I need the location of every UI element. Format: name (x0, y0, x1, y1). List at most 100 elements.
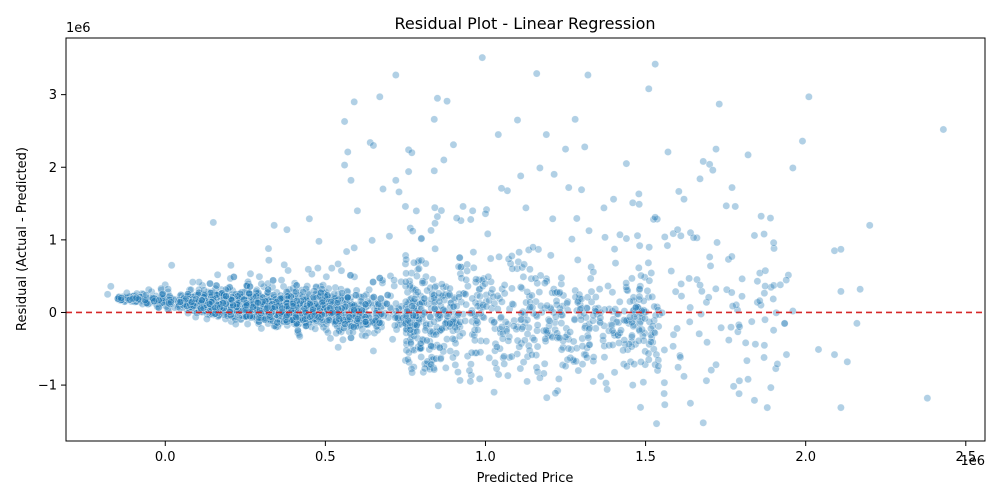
scatter-point (493, 305, 502, 313)
scatter-point (589, 353, 598, 361)
scatter-point (798, 137, 807, 145)
scatter-point (674, 187, 683, 196)
scatter-point (563, 355, 572, 364)
scatter-point (458, 329, 467, 338)
scatter-point (517, 315, 526, 324)
scatter-point (550, 170, 558, 179)
scatter-point (508, 300, 517, 308)
scatter-point (526, 265, 534, 274)
scatter-point (727, 323, 735, 332)
scatter-point (277, 276, 286, 284)
scatter-point (564, 344, 573, 353)
scatter-point (654, 362, 663, 371)
scatter-point (557, 345, 566, 354)
scatter-point (347, 176, 355, 185)
scatter-point (635, 285, 644, 293)
scatter-point (476, 292, 484, 301)
scatter-point (556, 288, 564, 297)
scatter-point (446, 284, 454, 293)
scatter-point (494, 130, 503, 139)
scatter-point (508, 264, 517, 273)
scatter-point (278, 304, 286, 313)
scatter-point (686, 303, 695, 312)
scatter-point (577, 315, 585, 324)
scatter-point (406, 325, 415, 334)
scatter-point (468, 206, 477, 215)
scatter-point (213, 270, 222, 279)
scatter-point (727, 252, 736, 261)
scatter-point (744, 375, 752, 384)
scatter-point (622, 279, 631, 287)
scatter-point (317, 288, 325, 297)
scatter-point (436, 355, 445, 363)
scatter-point (500, 360, 509, 368)
scatter-point (428, 275, 437, 284)
scatter-point (601, 233, 609, 242)
scatter-point (741, 339, 750, 347)
scatter-point (150, 297, 159, 306)
scatter-point (490, 318, 499, 326)
scatter-point (728, 183, 736, 192)
scatter-point (288, 299, 297, 308)
scatter-point (610, 368, 619, 377)
scatter-point (291, 313, 300, 321)
scatter-point (481, 209, 490, 218)
scatter-point (652, 419, 661, 428)
x-tick-label: 2.0 (795, 450, 816, 465)
scatter-point (667, 267, 676, 275)
scatter-point (830, 246, 839, 255)
scatter-point (402, 346, 411, 355)
scatter-point (433, 94, 442, 103)
scatter-point (391, 321, 399, 330)
scatter-point (577, 185, 586, 194)
scatter-point (830, 350, 839, 359)
scatter-point (699, 157, 708, 166)
scatter-point (498, 334, 507, 343)
scatter-point (392, 299, 400, 308)
scatter-point (523, 288, 532, 296)
scatter-point (856, 285, 864, 294)
scatter-point (738, 292, 746, 301)
scatter-point (420, 294, 429, 303)
scatter-point (561, 145, 570, 153)
scatter-point (635, 241, 644, 250)
scatter-point (555, 334, 564, 342)
scatter-point (369, 141, 378, 150)
scatter-point (628, 331, 636, 340)
scatter-point (633, 231, 642, 240)
chart-title: Residual Plot - Linear Regression (394, 14, 655, 33)
scatter-point (604, 282, 612, 290)
scatter-point (671, 287, 680, 296)
scatter-point (651, 213, 660, 222)
scatter-point (401, 278, 410, 286)
scatter-point (712, 145, 720, 153)
scatter-point (663, 241, 672, 250)
scatter-point (761, 315, 769, 324)
scatter-point (212, 290, 221, 299)
scatter-point (489, 292, 498, 301)
scatter-point (522, 204, 530, 212)
scatter-point (176, 298, 184, 307)
scatter-point (391, 176, 400, 185)
scatter-point (273, 318, 282, 327)
scatter-point (853, 319, 861, 328)
scatter-point (584, 71, 592, 79)
scatter-point (437, 280, 446, 289)
scatter-point (628, 274, 636, 283)
scatter-point (430, 203, 439, 212)
scatter-point (265, 313, 274, 321)
scatter-point (361, 318, 370, 326)
scatter-point (154, 303, 163, 312)
scatter-point (304, 265, 313, 274)
scatter-point (685, 274, 693, 283)
scatter-point (430, 115, 439, 124)
scatter-point (427, 360, 436, 369)
scatter-point (755, 296, 764, 305)
scatter-point (611, 305, 620, 313)
scatter-point (466, 377, 475, 386)
scatter-point (415, 264, 423, 273)
scatter-point (469, 263, 478, 272)
scatter-point (533, 321, 542, 329)
scatter-point (766, 214, 775, 222)
scatter-point (643, 287, 652, 295)
